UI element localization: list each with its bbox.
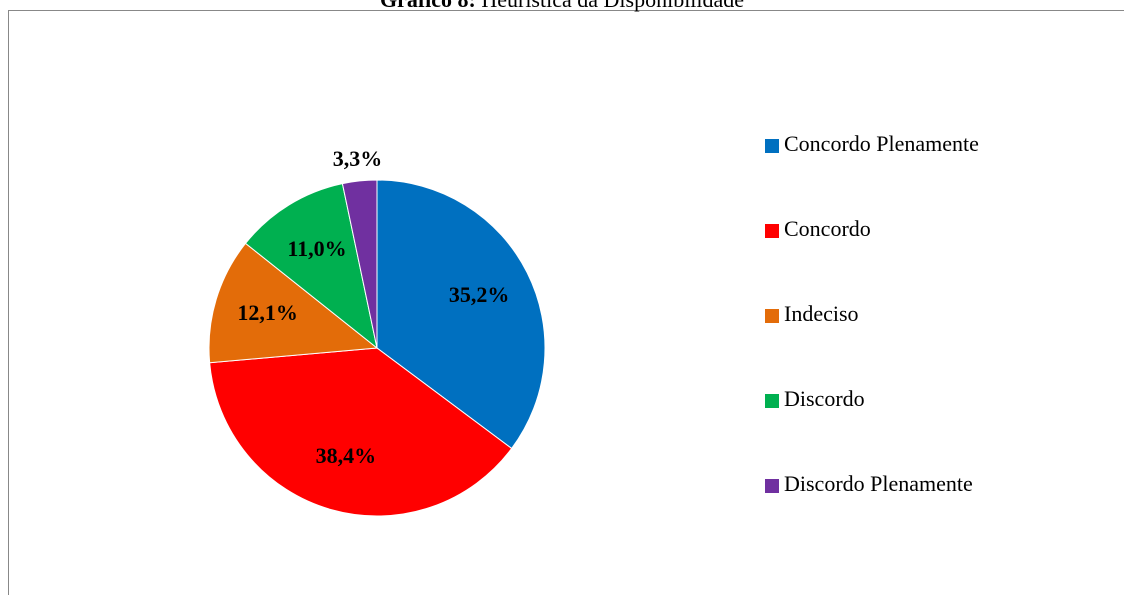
legend-swatch [765, 224, 779, 238]
legend-label: Discordo [784, 386, 865, 411]
data-label: 35,2% [449, 282, 510, 307]
legend-swatch [765, 394, 779, 408]
data-label: 3,3% [333, 146, 383, 171]
legend-swatch [765, 479, 779, 493]
legend-label: Concordo Plenamente [784, 131, 979, 156]
legend-label: Concordo [784, 216, 871, 241]
pie-slice [341, 179, 378, 349]
legend-label: Indeciso [784, 301, 859, 326]
data-label: 38,4% [316, 443, 377, 468]
legend-swatch [765, 309, 779, 323]
legend-swatch [765, 139, 779, 153]
chart-title: Gráfico 8: Heurística da Disponibilidade [380, 0, 744, 12]
pie-slice [244, 183, 378, 350]
legend-label: Discordo Plenamente [784, 471, 973, 496]
title-text: Heurística da Disponibilidade [481, 0, 744, 12]
pie-slice [208, 242, 379, 364]
title-label: Gráfico 8: [380, 0, 476, 12]
pie-slice [209, 347, 513, 517]
chart-frame [8, 10, 1124, 595]
data-label: 12,1% [237, 300, 298, 325]
data-label: 11,0% [287, 236, 346, 261]
pie-slice [376, 179, 546, 450]
